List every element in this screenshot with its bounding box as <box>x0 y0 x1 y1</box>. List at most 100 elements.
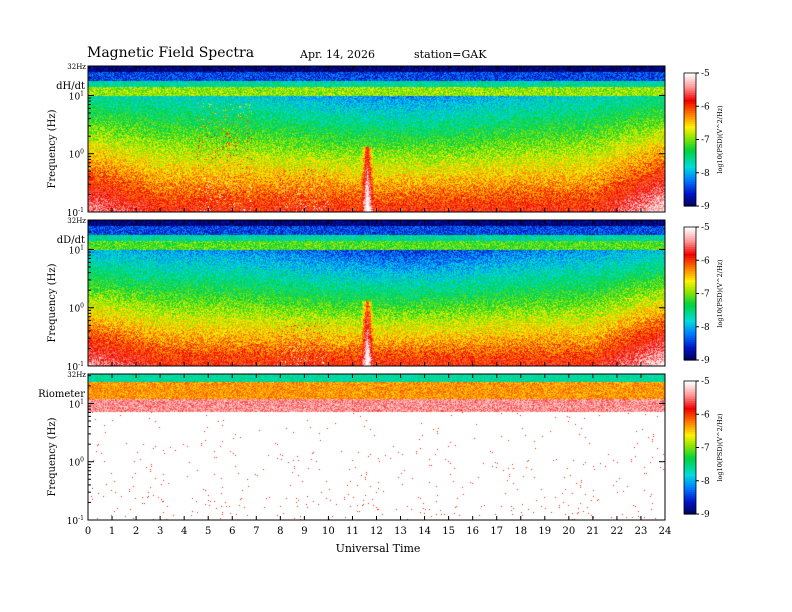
colorbar-cell <box>684 192 696 196</box>
figure-station: station=GAK <box>414 48 487 61</box>
colorbar-cell <box>684 326 696 330</box>
colorbar-cell <box>684 511 696 515</box>
colorbar-cell <box>684 166 696 169</box>
colorbar-cell <box>684 233 696 237</box>
colorbar-cell <box>684 117 696 121</box>
x-tick-label: 11 <box>346 526 359 537</box>
colorbar-cell <box>684 183 696 187</box>
colorbar-cell <box>684 115 696 118</box>
colorbar-cell <box>684 476 696 480</box>
x-tick-label: 20 <box>562 526 575 537</box>
colorbar-cell <box>684 88 696 92</box>
colorbar-cell <box>684 159 696 163</box>
panel-label: Riometer <box>38 389 85 400</box>
colorbar-cell <box>684 324 696 328</box>
colorbar-cell <box>684 295 696 299</box>
colorbar-cell <box>684 190 696 194</box>
colorbar-cell <box>684 273 696 277</box>
x-tick-label: 15 <box>442 526 455 537</box>
colorbar-label: log10(PSD)(V^2/Hz) <box>716 105 724 174</box>
figure-title: Magnetic Field Spectra <box>87 45 255 61</box>
colorbar-cell <box>684 137 696 141</box>
colorbar-cell <box>684 344 696 348</box>
colorbar-cell <box>684 152 696 156</box>
colorbar-cell <box>684 311 696 315</box>
colorbar-tick-label: -9 <box>701 510 710 520</box>
colorbar-cell <box>684 348 696 352</box>
colorbar-cell <box>684 246 696 250</box>
x-tick-label: 17 <box>490 526 503 537</box>
colorbar-cell <box>684 429 696 433</box>
panel-axes-2: dD/dt 32Hz Frequency (Hz) 10-1 100 101 <box>47 217 666 373</box>
colorbar-cell <box>684 500 696 504</box>
colorbar-cell <box>684 353 696 357</box>
colorbar-cell <box>684 104 696 107</box>
colorbar-tick-label: -9 <box>701 356 710 366</box>
y-tick-label: 10-1 <box>67 207 84 219</box>
colorbar-cell <box>684 203 696 207</box>
y-axis-label: Frequency (Hz) <box>47 109 58 188</box>
colorbar-tick-label: -9 <box>701 202 710 212</box>
x-tick-label: 4 <box>181 526 187 537</box>
colorbar-cell <box>684 112 696 116</box>
x-tick-label: 5 <box>205 526 211 537</box>
colorbar-cell <box>684 414 696 418</box>
x-tick-label: 0 <box>85 526 91 537</box>
colorbar-cell <box>684 73 696 76</box>
colorbar-cell <box>684 99 696 103</box>
colorbar-tick-label: -8 <box>701 477 710 487</box>
y-tick-label: 101 <box>69 90 84 102</box>
y-tick-label: 10-1 <box>67 515 84 527</box>
panel-label: dD/dt <box>57 235 85 246</box>
panel-axes-1: dH/dt 32Hz Frequency (Hz) 10-1 100 101 <box>47 63 666 219</box>
colorbar-tick-label: -6 <box>701 102 710 112</box>
colorbar-cell <box>684 179 696 183</box>
colorbar-cell <box>684 333 696 337</box>
colorbar-cell <box>684 454 696 457</box>
y-tick-label: 100 <box>69 457 84 469</box>
x-tick-label: 21 <box>587 526 600 537</box>
x-tick-label: 18 <box>514 526 527 537</box>
colorbar-cell <box>684 177 696 180</box>
colorbar-cell <box>684 269 696 272</box>
colorbar-cell <box>684 181 696 185</box>
colorbar-cell <box>684 485 696 488</box>
colorbar-cell <box>684 357 696 361</box>
colorbar-cell <box>684 445 696 449</box>
colorbar-cell <box>684 141 696 145</box>
colorbar-cell <box>684 101 696 105</box>
x-tick-label: 24 <box>659 526 672 537</box>
colorbar-label: log10(PSD)(V^2/Hz) <box>716 259 724 328</box>
x-tick-label: 6 <box>229 526 235 537</box>
colorbar-cell <box>684 199 696 203</box>
colorbar-cell <box>684 385 696 389</box>
colorbar-cell <box>684 130 696 134</box>
y-axis-label: Frequency (Hz) <box>47 263 58 342</box>
colorbar-cell <box>684 238 696 241</box>
colorbar-cell <box>684 335 696 339</box>
colorbar-cell <box>684 489 696 493</box>
panel-label: dH/dt <box>56 81 85 92</box>
colorbar-cell <box>684 277 696 281</box>
colorbar-cell <box>684 84 696 87</box>
colorbar-cell <box>684 284 696 288</box>
colorbar-cell <box>684 498 696 502</box>
colorbar-cell <box>684 119 696 123</box>
colorbar-cell <box>684 465 696 469</box>
colorbar-cell <box>684 469 696 473</box>
colorbar-cell <box>684 407 696 411</box>
x-tick-label: 14 <box>418 526 431 537</box>
colorbar-cell <box>684 507 696 511</box>
colorbar-tick-label: -6 <box>701 256 710 266</box>
x-tick-label: 13 <box>394 526 407 537</box>
x-axis-label: Universal Time <box>336 542 421 555</box>
top-frequency-label: 32Hz <box>67 371 86 379</box>
colorbar-cell <box>684 420 696 424</box>
colorbar-cell <box>684 168 696 172</box>
colorbar-cell <box>684 451 696 455</box>
colorbar-cell <box>684 97 696 101</box>
colorbar-cell <box>684 255 696 259</box>
x-tick-label: 19 <box>538 526 551 537</box>
colorbar-cell <box>684 431 696 435</box>
